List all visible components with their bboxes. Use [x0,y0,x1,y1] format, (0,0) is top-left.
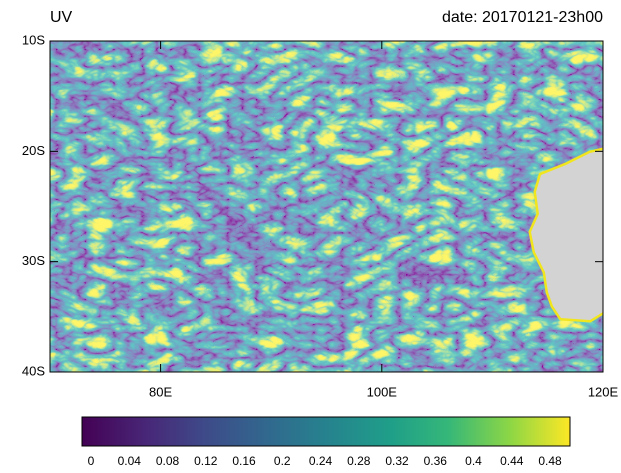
y-tick-label: 30S [22,253,45,268]
x-tick-label: 80E [149,384,172,399]
colorbar-label: 0.16 [232,454,256,468]
colorbar-label: 0.28 [347,454,371,468]
colorbar-label: 0.36 [424,454,448,468]
colorbar-label: 0.44 [500,454,524,468]
colorbar-label: 0.04 [118,454,142,468]
speed-field [50,41,603,372]
x-tick-label: 120E [588,384,619,399]
title: UV [50,9,73,26]
colorbar-label: 0.4 [465,454,482,468]
y-tick-label: 40S [22,363,45,378]
colorbar-label: 0.2 [274,454,291,468]
colorbar [81,416,571,447]
y-tick-label: 10S [22,32,45,47]
colorbar-label: 0.24 [309,454,333,468]
date-label: date: 20170121-23h00 [442,9,603,26]
colorbar-label: 0.08 [156,454,180,468]
y-tick-label: 20S [22,143,45,158]
colorbar-label: 0.12 [194,454,218,468]
x-tick-label: 100E [367,384,398,399]
colorbar-label: 0.48 [538,454,562,468]
map-frame [49,40,604,373]
land [531,150,603,320]
colorbar-label: 0.32 [385,454,409,468]
colorbar-label: 0 [88,454,95,468]
